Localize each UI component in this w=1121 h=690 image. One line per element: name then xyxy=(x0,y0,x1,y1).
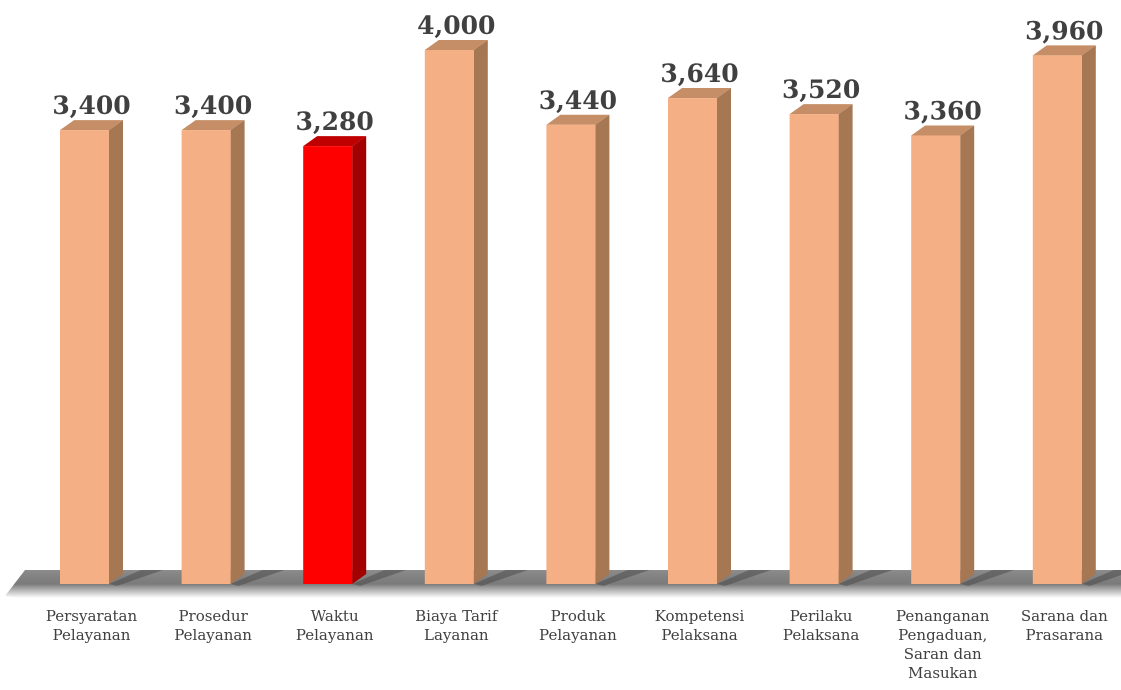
bar-7 xyxy=(789,104,893,586)
category-label-line: Pelayanan xyxy=(174,626,252,644)
category-label: Perilaku Pelaksana xyxy=(783,607,859,644)
category-label-line: Pelayanan xyxy=(53,626,131,644)
bar-2 xyxy=(181,120,285,586)
category-label: Prosedur Pelayanan xyxy=(174,607,252,644)
category-label-line: Masukan xyxy=(908,664,978,682)
value-label: 3,400 xyxy=(52,91,130,120)
category-label: Biaya Tarif Layanan xyxy=(415,607,499,644)
bar-5 xyxy=(546,114,650,586)
value-label: 3,520 xyxy=(782,75,860,104)
bar-side xyxy=(717,88,731,584)
value-label: 3,280 xyxy=(296,107,374,136)
value-label: 3,960 xyxy=(1025,16,1103,45)
category-label-line: Persyaratan xyxy=(46,607,138,625)
bar-side xyxy=(838,104,853,584)
bar-shadow xyxy=(717,570,771,586)
value-label: 3,640 xyxy=(660,59,738,88)
value-label: 3,360 xyxy=(904,96,982,125)
category-label-line: Pelayanan xyxy=(296,626,374,644)
bar-side xyxy=(230,120,245,584)
bar-front xyxy=(911,135,961,584)
bar-top xyxy=(1032,45,1096,56)
bar-side xyxy=(960,125,975,584)
value-label: 3,400 xyxy=(174,91,252,120)
bar-shadow xyxy=(230,570,285,586)
bar-front xyxy=(668,98,717,584)
bar-top xyxy=(668,88,731,99)
bar-front xyxy=(546,124,596,584)
bar-shadow xyxy=(838,570,893,586)
category-label-line: Pelayanan xyxy=(539,626,617,644)
bar-8 xyxy=(911,125,1015,586)
bar-top xyxy=(546,114,610,125)
category-label-line: Biaya Tarif xyxy=(415,607,499,625)
bar-top xyxy=(60,120,123,131)
category-label-line: Pelaksana xyxy=(661,626,737,644)
category-label: Waktu Pelayanan xyxy=(296,607,374,644)
bar-top xyxy=(181,120,245,131)
category-label: Sarana dan Prasarana xyxy=(1021,607,1108,644)
bars xyxy=(60,40,1121,586)
category-label-line: Produk xyxy=(551,607,607,625)
category-label-line: Prosedur xyxy=(178,607,248,625)
value-label: 4,000 xyxy=(417,11,495,40)
bar-front xyxy=(1032,55,1082,584)
bar-top xyxy=(303,136,367,147)
category-label-line: Layanan xyxy=(424,626,489,644)
category-label-line: Penanganan xyxy=(896,607,990,625)
bar-front xyxy=(789,114,839,584)
value-labels: 3,400 3,400 3,280 4,000 3,440 3,640 3,520 3,360… xyxy=(52,11,1103,136)
category-label: Persyaratan Pelayanan xyxy=(46,607,138,644)
bar-shadow xyxy=(109,570,163,586)
bar-top xyxy=(911,125,975,136)
bar-shadow xyxy=(1081,570,1121,586)
bar-shadow xyxy=(352,570,407,586)
bar-6 xyxy=(668,88,771,586)
category-label-line: Pelaksana xyxy=(783,626,859,644)
category-label-line: Perilaku xyxy=(790,607,853,625)
bar-top xyxy=(789,104,853,115)
bar-front xyxy=(60,130,109,584)
bar-shadow xyxy=(473,570,528,586)
bar-front xyxy=(181,130,231,584)
category-label-line: Saran dan xyxy=(904,645,982,663)
bar-3 xyxy=(303,136,407,586)
bar-1 xyxy=(60,120,163,586)
bar-side xyxy=(473,40,488,584)
category-label: Kompetensi Pelaksana xyxy=(655,607,745,644)
bar-9 xyxy=(1032,45,1121,586)
bar-side xyxy=(109,120,123,584)
bar-side xyxy=(1081,45,1096,584)
value-label: 3,440 xyxy=(539,86,617,115)
category-label-line: Pengaduan, xyxy=(898,626,987,644)
bar-top xyxy=(424,40,488,50)
category-label: Penanganan Pengaduan, Saran dan Masukan xyxy=(896,607,990,682)
bar-front xyxy=(424,50,474,584)
category-label-line: Kompetensi xyxy=(655,607,745,625)
bar-side xyxy=(352,136,367,584)
bar-front xyxy=(303,146,353,584)
bar-shadow xyxy=(960,570,1015,586)
category-label: Produk Pelayanan xyxy=(539,607,617,644)
category-label-line: Waktu xyxy=(311,607,359,625)
category-label-line: Prasarana xyxy=(1026,626,1104,644)
bar-side xyxy=(595,114,610,584)
category-label-line: Sarana dan xyxy=(1021,607,1108,625)
bar-shadow xyxy=(595,570,650,586)
bar-4 xyxy=(424,40,528,586)
